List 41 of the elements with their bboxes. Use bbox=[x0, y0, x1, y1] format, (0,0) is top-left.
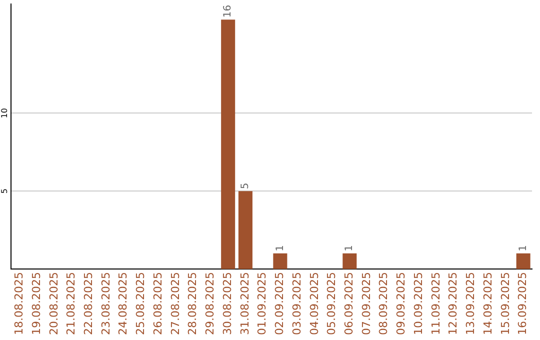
data-label: 5 bbox=[240, 182, 252, 190]
bar bbox=[221, 20, 236, 270]
x-tick-label: 23.08.2025 bbox=[99, 272, 112, 336]
bar bbox=[516, 253, 530, 270]
x-tick-label: 28.08.2025 bbox=[186, 272, 200, 336]
x-tick-label: 07.09.2025 bbox=[360, 272, 373, 336]
x-tick-label: 12.09.2025 bbox=[446, 272, 460, 336]
x-tick-label: 22.08.2025 bbox=[82, 272, 96, 336]
x-tick-label: 30.08.2025 bbox=[220, 272, 234, 336]
x-tick-label: 08.09.2025 bbox=[377, 272, 390, 336]
x-tick-label: 04.09.2025 bbox=[308, 272, 321, 336]
x-tick-label: 21.08.2025 bbox=[64, 272, 78, 336]
x-tick-label: 16.09.2025 bbox=[516, 272, 530, 336]
data-label: 1 bbox=[518, 245, 529, 252]
x-tick-label: 20.08.2025 bbox=[47, 272, 60, 336]
bar bbox=[238, 191, 252, 270]
x-tick-label: 26.08.2025 bbox=[151, 272, 164, 336]
x-tick-label: 03.09.2025 bbox=[290, 272, 304, 336]
x-tick-label: 11.09.2025 bbox=[429, 272, 442, 336]
x-tick-label: 29.08.2025 bbox=[204, 272, 217, 336]
data-label: 1 bbox=[344, 245, 356, 252]
data-label: 1 bbox=[274, 245, 286, 252]
x-tick-label: 18.08.2025 bbox=[12, 272, 26, 336]
x-tick-label: 27.08.2025 bbox=[168, 272, 182, 336]
x-tick-label: 02.09.2025 bbox=[273, 272, 286, 336]
y-tick-label: 10 bbox=[0, 108, 10, 118]
x-tick-label: 13.09.2025 bbox=[464, 272, 478, 336]
x-tick-label: 09.09.2025 bbox=[394, 272, 408, 336]
bar bbox=[342, 253, 357, 270]
data-label: 16 bbox=[222, 4, 234, 18]
x-tick-label: 31.08.2025 bbox=[238, 272, 252, 336]
x-tick-label: 19.08.2025 bbox=[30, 272, 43, 336]
x-tick-label: 10.09.2025 bbox=[412, 272, 425, 336]
x-tick-label: 25.08.2025 bbox=[134, 272, 148, 336]
x-tick-label: 01.09.2025 bbox=[256, 272, 269, 336]
x-tick-label: 06.09.2025 bbox=[342, 272, 356, 336]
x-tick-label: 14.09.2025 bbox=[481, 272, 494, 336]
bar bbox=[273, 253, 288, 270]
x-tick-label: 15.09.2025 bbox=[498, 272, 512, 336]
x-tick-label: 24.08.2025 bbox=[116, 272, 130, 336]
x-tick-label: 05.09.2025 bbox=[325, 272, 338, 336]
